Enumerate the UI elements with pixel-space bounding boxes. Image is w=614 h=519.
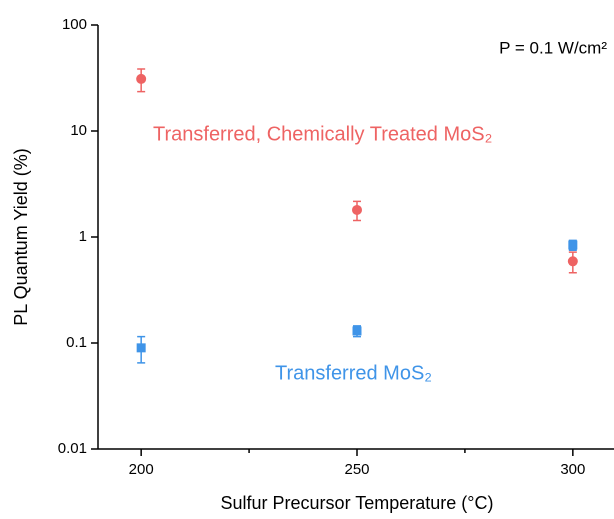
x-tick-label: 200 [129,461,154,478]
y-tick-label: 1 [79,228,87,245]
point [567,256,578,267]
point [352,204,362,215]
annotation: Transferred, Chemically Treated MoS₂ [153,123,492,145]
x-axis-label: Sulfur Precursor Temperature (°C) [221,493,494,513]
y-tick-label: 0.1 [66,334,87,351]
y-axis-label: PL Quantum Yield (%) [11,148,31,325]
x-tick-label: 250 [344,461,369,478]
point [136,73,147,84]
point [568,240,578,250]
point [352,326,362,336]
y-tick-label: 0.01 [58,440,87,457]
y-tick-label: 10 [70,122,87,139]
x-tick-label: 300 [560,461,585,478]
y-tick-label: 100 [62,16,87,33]
annotation: P = 0.1 W/cm² [499,38,607,57]
point [136,343,146,353]
annotation: Transferred MoS₂ [275,362,432,384]
